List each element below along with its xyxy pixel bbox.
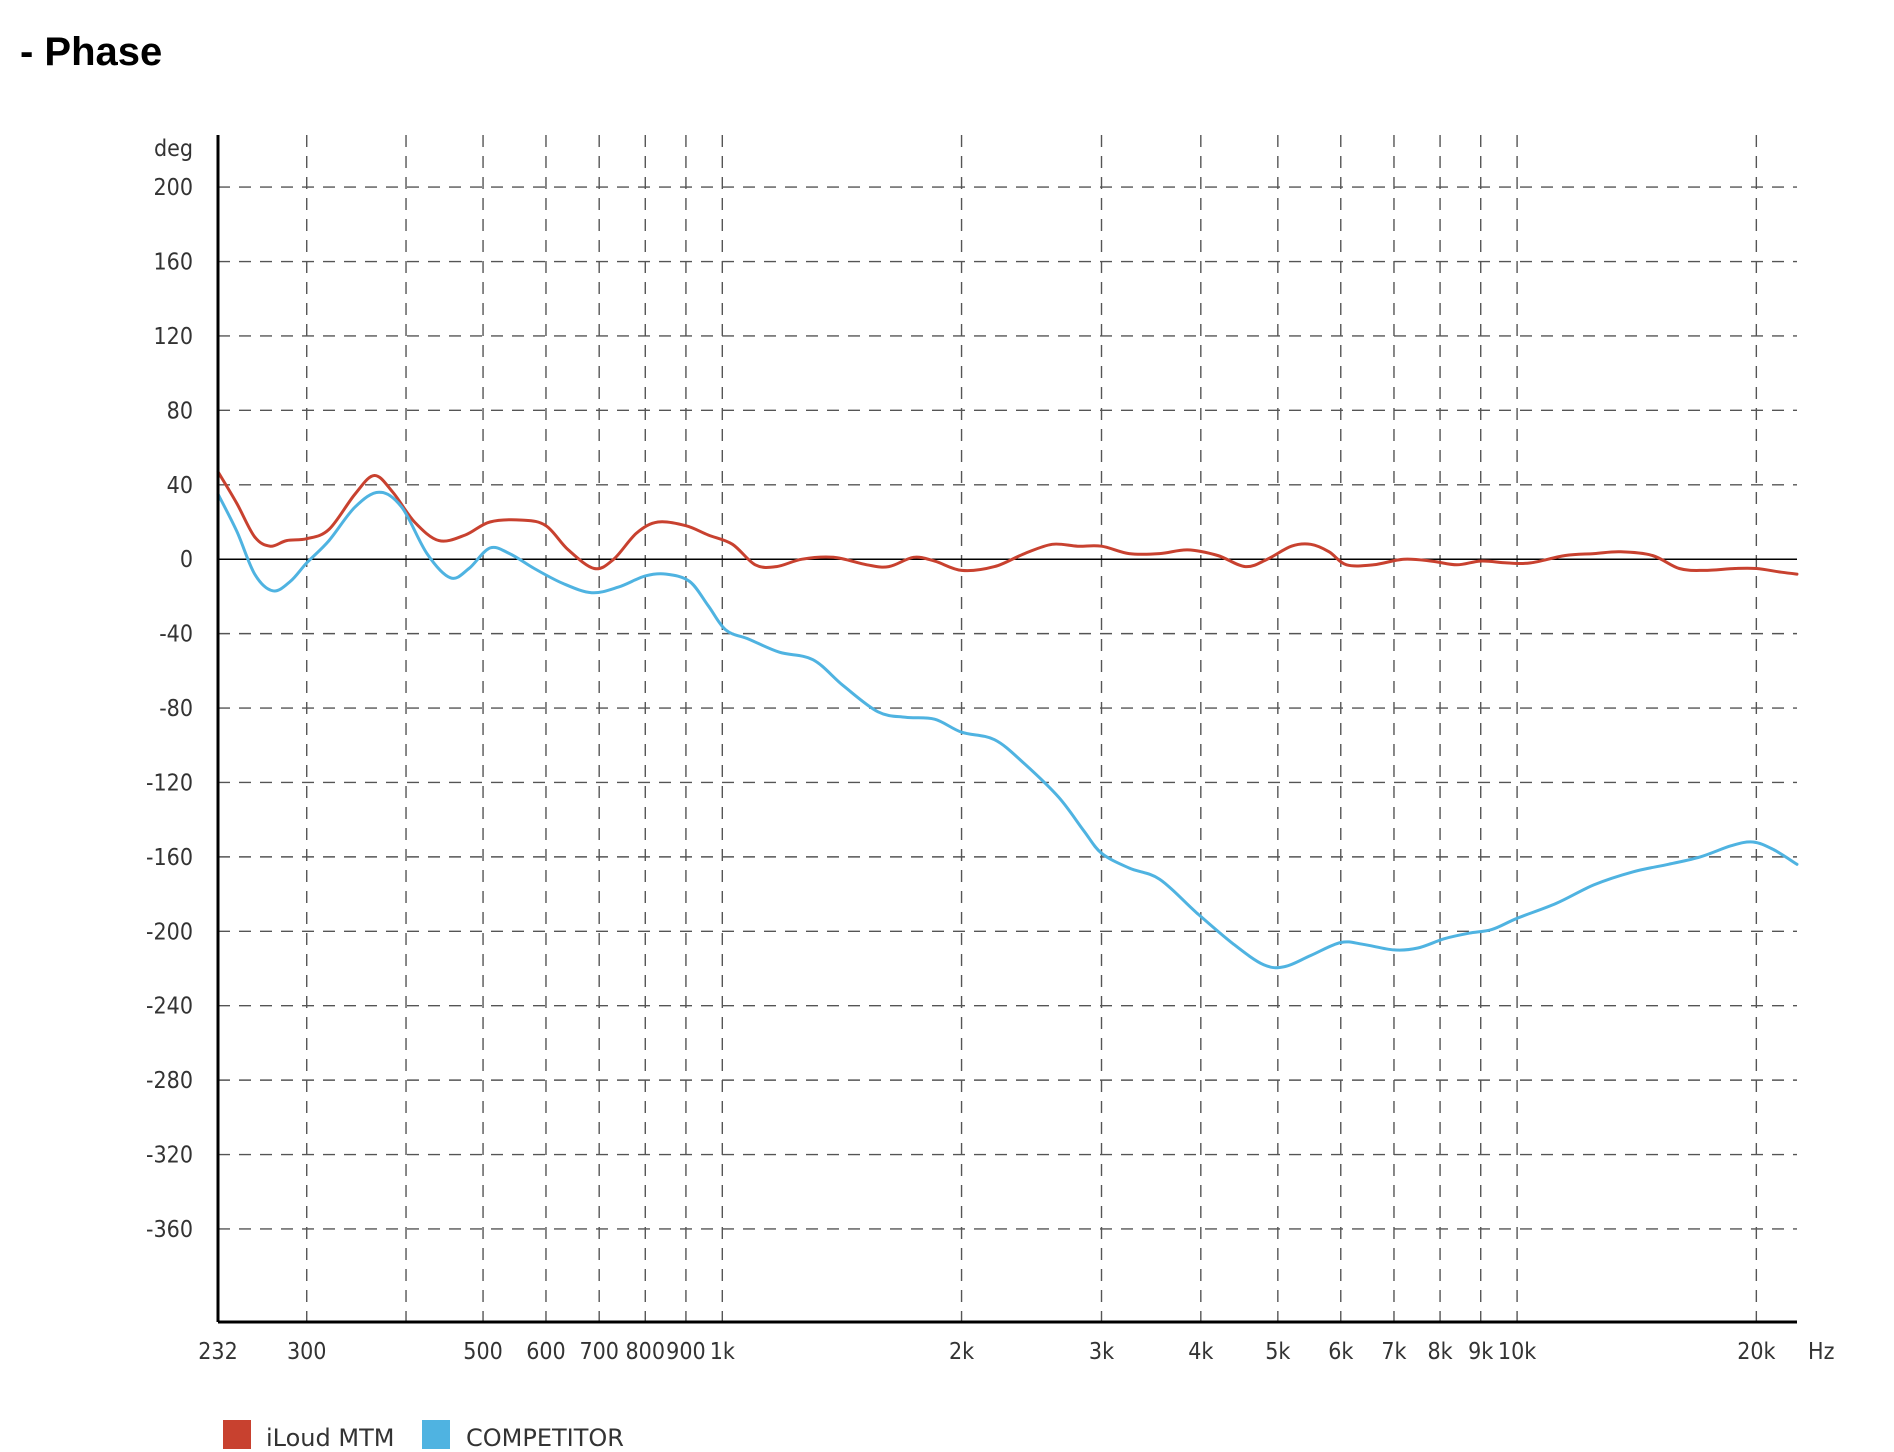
x-tick-label: 300 [287,1339,327,1365]
x-tick-label: 20k [1737,1339,1775,1365]
y-tick-label: 80 [167,398,193,424]
y-tick-label: 160 [154,250,194,276]
section-title: - Phase [20,30,163,74]
grid-horizontal-lines [218,186,1797,1230]
y-tick-label: 120 [154,324,194,350]
x-tick-labels: 232 300 500 600 700 800 900 1k 2k 3k 4k 5k 6k 7k 8k 9k 1… [198,1339,1775,1365]
y-tick-labels: 200 160 120 80 40 0 -40 -80 -120 -160 -200 -240 -280… [146,175,193,1243]
legend-label-iloud-mtm: iLoud MTM [266,1424,394,1452]
x-axis-unit: Hz [1808,1339,1834,1365]
x-tick-label: 5k [1265,1339,1290,1365]
x-tick-label: 232 [198,1339,238,1365]
y-tick-label: 200 [154,175,194,201]
legend-swatch-competitor [422,1420,450,1449]
x-tick-label: 10k [1498,1339,1536,1365]
x-tick-label: 8k [1427,1339,1452,1365]
x-tick-label: 500 [463,1339,503,1365]
y-tick-label: 40 [167,473,193,499]
y-tick-label: -200 [146,919,193,945]
x-tick-label: 3k [1089,1339,1114,1365]
y-tick-label: -40 [159,622,193,648]
x-tick-label: 1k [710,1339,735,1365]
series-line-competitor [216,490,1799,970]
x-tick-label: 600 [526,1339,566,1365]
x-tick-label: 7k [1381,1339,1406,1365]
y-axis-unit: deg [154,136,193,162]
y-tick-label: -80 [159,696,193,722]
x-tick-label: 900 [666,1339,706,1365]
series-line-iloud-mtm [216,470,1799,576]
y-tick-label: 0 [180,547,193,573]
x-tick-label: 700 [579,1339,619,1365]
x-tick-label: 800 [626,1339,666,1365]
legend: iLoud MTM COMPETITOR [223,1420,624,1452]
x-tick-label: 6k [1328,1339,1353,1365]
x-tick-label: 2k [949,1339,974,1365]
y-tick-label: -160 [146,845,193,871]
y-tick-label: -120 [146,770,193,796]
legend-swatch-iloud-mtm [223,1420,251,1449]
grid-vertical-lines [306,135,1758,1322]
x-tick-label: 4k [1188,1339,1213,1365]
series-layer [216,470,1799,970]
y-tick-label: -240 [146,994,193,1020]
y-tick-label: -320 [146,1143,193,1169]
y-tick-label: -360 [146,1217,193,1243]
y-tick-label: -280 [146,1068,193,1094]
legend-label-competitor: COMPETITOR [466,1424,624,1452]
x-tick-label: 9k [1468,1339,1493,1365]
